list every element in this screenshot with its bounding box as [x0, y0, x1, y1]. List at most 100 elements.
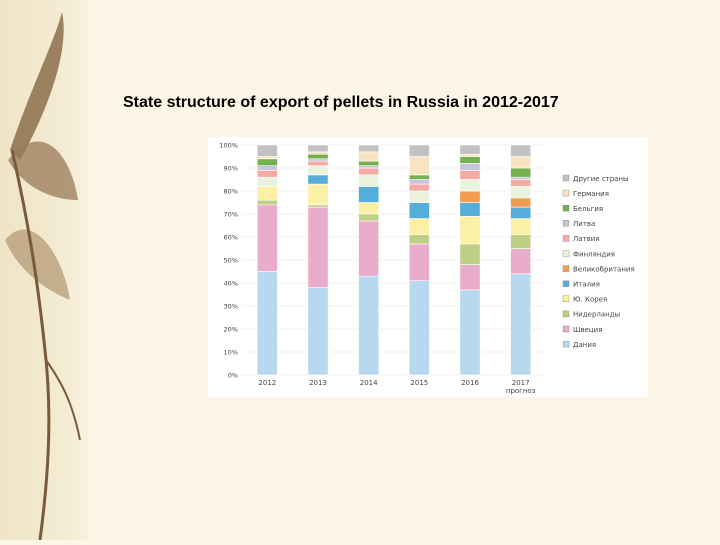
bar-segment: [307, 153, 329, 160]
bar-segment: [408, 144, 430, 157]
legend-label: Германия: [573, 190, 609, 198]
leaf-lower: [5, 229, 70, 300]
bar-segment: [408, 218, 430, 235]
y-tick-label: 100%: [219, 141, 238, 149]
bar-segment: [510, 176, 532, 180]
bar-segment: [459, 289, 481, 376]
legend-swatch: [562, 310, 570, 318]
legend-label: Великобритания: [573, 265, 635, 273]
bar-segment: [256, 186, 278, 201]
legend-swatch: [562, 340, 570, 348]
bar-segment: [358, 167, 380, 176]
bar-segment: [408, 234, 430, 245]
leaf-middle: [8, 141, 78, 200]
x-category-label: 2012: [258, 379, 276, 387]
bar-segment: [408, 280, 430, 376]
y-tick-label: 60%: [224, 233, 238, 241]
bar-segment: [358, 275, 380, 376]
decorative-dried-leaves: [5, 12, 81, 541]
bar-segment: [408, 156, 430, 176]
bar-segment: [307, 183, 329, 206]
legend-swatch: [562, 325, 570, 333]
stem: [10, 149, 51, 541]
bar-segment: [510, 156, 532, 169]
bar-segment: [307, 206, 329, 288]
bar-segment: [510, 234, 532, 249]
x-category-label: 2015: [410, 379, 428, 387]
bar-segment: [358, 213, 380, 222]
bar-segment: [459, 216, 481, 245]
bar-segment: [307, 160, 329, 167]
bar-segment: [459, 264, 481, 291]
bar-segment: [358, 165, 380, 169]
legend-swatch: [562, 204, 570, 212]
legend-label: Литва: [573, 220, 595, 228]
y-tick-label: 20%: [224, 325, 238, 333]
bar-segment: [408, 179, 430, 185]
legend-label: Другие страны: [573, 175, 629, 183]
legend-swatch: [562, 295, 570, 303]
bar-segment: [307, 144, 329, 153]
slide-title: State structure of export of pellets in …: [123, 94, 559, 111]
bar-segment: [307, 174, 329, 185]
bar-segment: [459, 163, 481, 171]
bar-segment: [408, 243, 430, 282]
bar-segment: [256, 204, 278, 272]
bar-segment: [358, 186, 380, 203]
bar-segment: [510, 144, 532, 157]
bar-segment: [510, 218, 532, 235]
bar-segment: [256, 176, 278, 187]
legend-label: Швеция: [573, 326, 602, 334]
bar-segment: [358, 144, 380, 153]
bar-segment: [408, 174, 430, 180]
y-tick-label: 70%: [224, 210, 238, 218]
legend-swatch: [562, 189, 570, 197]
y-tick-label: 0%: [228, 371, 238, 379]
bar-segment: [307, 204, 329, 208]
x-category-label: 2016: [461, 379, 479, 387]
legend-label: Ю. Корея: [573, 296, 607, 304]
bar-segment: [256, 169, 278, 178]
x-category-label: 2014: [360, 379, 378, 387]
bar-segment: [459, 202, 481, 217]
bar-segment: [408, 190, 430, 203]
bar-segment: [256, 199, 278, 206]
bar-segment: [307, 158, 329, 162]
legend-label: Финляндия: [573, 250, 615, 258]
x-category-label: 2013: [309, 379, 327, 387]
legend-swatch: [562, 174, 570, 182]
legend-swatch: [562, 280, 570, 287]
bar-segment: [459, 179, 481, 192]
legend-label: Дания: [573, 341, 596, 349]
legend-swatch: [562, 250, 570, 257]
bar-segment: [358, 151, 380, 162]
legend-label: Италия: [573, 281, 600, 289]
bar-segment: [459, 144, 481, 155]
bar-segment: [510, 179, 532, 187]
bar-segment: [510, 167, 532, 178]
bar-segment: [307, 151, 329, 155]
decorative-side-strip: [0, 0, 88, 541]
stacked-bar-chart: 0% 10% 20% 30% 40% 50% 60% 70% 80% 90% 100% 2012 201…: [219, 141, 635, 395]
bar-segment: [459, 243, 481, 265]
legend-swatch: [562, 265, 570, 272]
bar-segment: [358, 160, 380, 167]
y-tick-label: 50%: [224, 256, 238, 264]
bar-segment: [459, 156, 481, 164]
bar-segment: [408, 202, 430, 219]
y-tick-label: 30%: [224, 302, 238, 310]
stem-branch: [45, 359, 81, 441]
bar-segment: [459, 169, 481, 180]
bar-segment: [307, 165, 329, 176]
x-category-label: 2017: [512, 379, 530, 387]
bar-segment: [510, 186, 532, 199]
leaf-top: [10, 12, 64, 160]
x-category-sublabel: прогноз: [506, 387, 536, 395]
y-tick-label: 10%: [224, 348, 238, 356]
bar-segment: [459, 153, 481, 157]
y-tick-label: 90%: [224, 164, 238, 172]
legend-label: Бельгия: [573, 205, 603, 213]
bar-segment: [358, 220, 380, 277]
bar-segment: [510, 273, 532, 376]
bar-segment: [510, 248, 532, 275]
